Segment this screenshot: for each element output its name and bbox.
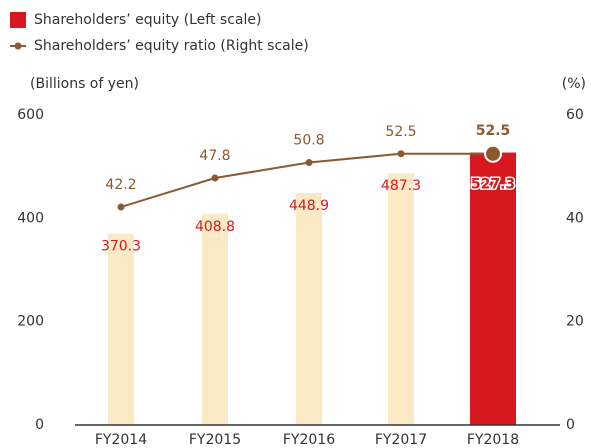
y2-tick-label: 40 <box>566 210 584 226</box>
x-tick-label: FY2018 <box>467 432 519 448</box>
bar <box>108 233 134 425</box>
bar <box>470 152 516 426</box>
bar-value-label: 448.9 <box>289 198 329 214</box>
y-tick-label: 600 <box>17 107 44 123</box>
line-value-label: 52.5 <box>385 124 416 140</box>
legend-label: Shareholders’ equity (Left scale) <box>34 12 261 28</box>
x-tick-label: FY2014 <box>95 432 147 448</box>
x-tick-label: FY2016 <box>283 432 335 448</box>
y2-axis-label: (%) <box>562 76 586 92</box>
y-tick-label: 0 <box>35 417 44 433</box>
bar-value-label: 527.3 <box>471 177 515 193</box>
line-marker <box>397 150 405 158</box>
y-tick-label: 400 <box>17 210 44 226</box>
y2-tick-label: 60 <box>566 107 584 123</box>
y2-tick-label: 0 <box>566 417 575 433</box>
line-value-label: 47.8 <box>199 148 230 164</box>
y-axis-label: (Billions of yen) <box>30 76 139 92</box>
bar <box>296 193 322 425</box>
y2-tick-label: 20 <box>566 314 584 330</box>
bar-value-label: 487.3 <box>381 178 421 194</box>
line-marker <box>305 159 313 167</box>
bar-value-label: 408.8 <box>195 219 235 235</box>
legend-label: Shareholders’ equity ratio (Right scale) <box>34 38 309 54</box>
legend-swatch <box>10 12 26 28</box>
line-value-label: 52.5 <box>476 123 511 139</box>
bar-value-label: 370.3 <box>101 239 141 255</box>
bar <box>202 213 228 425</box>
y-tick-label: 200 <box>17 314 44 330</box>
x-tick-label: FY2015 <box>189 432 241 448</box>
line-value-label: 50.8 <box>293 133 324 149</box>
legend-marker <box>14 42 22 50</box>
line-marker <box>117 203 125 211</box>
bar <box>388 173 414 425</box>
line-value-label: 42.2 <box>105 177 136 193</box>
line-marker <box>211 174 219 182</box>
x-tick-label: FY2017 <box>375 432 427 448</box>
line-marker <box>484 144 502 163</box>
